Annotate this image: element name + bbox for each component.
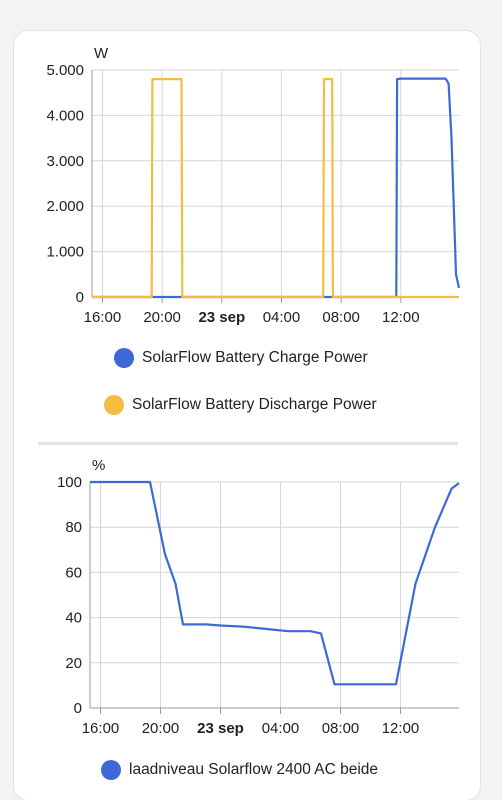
x-tick-label: 20:00 [143,309,181,326]
x-tick-label: 16:00 [84,309,122,326]
y-tick-label: 2.000 [46,198,84,215]
legend-item-soc[interactable]: laadniveau Solarflow 2400 AC beide [101,760,378,780]
series-line-discharge [92,77,459,299]
discharge-legend-swatch [104,395,124,415]
charge-legend-swatch [114,348,134,368]
y-axis-unit-label: % [92,457,105,474]
x-tick-label: 12:00 [382,309,420,326]
x-tick-label: 04:00 [263,309,301,326]
x-tick-label: 08:00 [322,309,360,326]
y-tick-label: 60 [65,564,82,581]
section-divider [38,442,458,445]
series-line-soc [90,480,460,686]
series-line-charge [92,77,461,299]
legend-label-charge: SolarFlow Battery Charge Power [142,349,368,366]
power-chart: 0 1.000 2.000 3.000 4.000 5.000 16:00 20:00 23 s… [46,45,461,326]
y-tick-label: 4.000 [46,107,84,124]
legend-item-discharge[interactable]: SolarFlow Battery Discharge Power [104,395,377,415]
y-tick-label: 1.000 [46,244,84,261]
x-tick-label: 23 sep [197,720,244,737]
y-tick-label: 5.000 [46,62,84,79]
legend-item-charge[interactable]: SolarFlow Battery Charge Power [114,348,368,368]
y-tick-label: 3.000 [46,153,84,170]
x-tick-label: 20:00 [142,720,180,737]
y-tick-label: 20 [65,655,82,672]
legend-label-soc: laadniveau Solarflow 2400 AC beide [129,761,379,778]
x-tick-label: 08:00 [322,720,360,737]
x-tick-label: 16:00 [82,720,120,737]
legend-label-discharge: SolarFlow Battery Discharge Power [132,396,377,413]
y-tick-label: 100 [57,474,82,491]
y-tick-label: 80 [65,519,82,536]
x-tick-label: 12:00 [382,720,420,737]
y-tick-label: 0 [76,289,84,306]
x-tick-label: 04:00 [262,720,300,737]
y-axis-unit-label: W [94,45,109,62]
soc-legend-swatch [101,760,121,780]
y-tick-label: 0 [74,700,82,717]
x-tick-label: 23 sep [198,309,245,326]
y-tick-label: 40 [65,610,82,627]
